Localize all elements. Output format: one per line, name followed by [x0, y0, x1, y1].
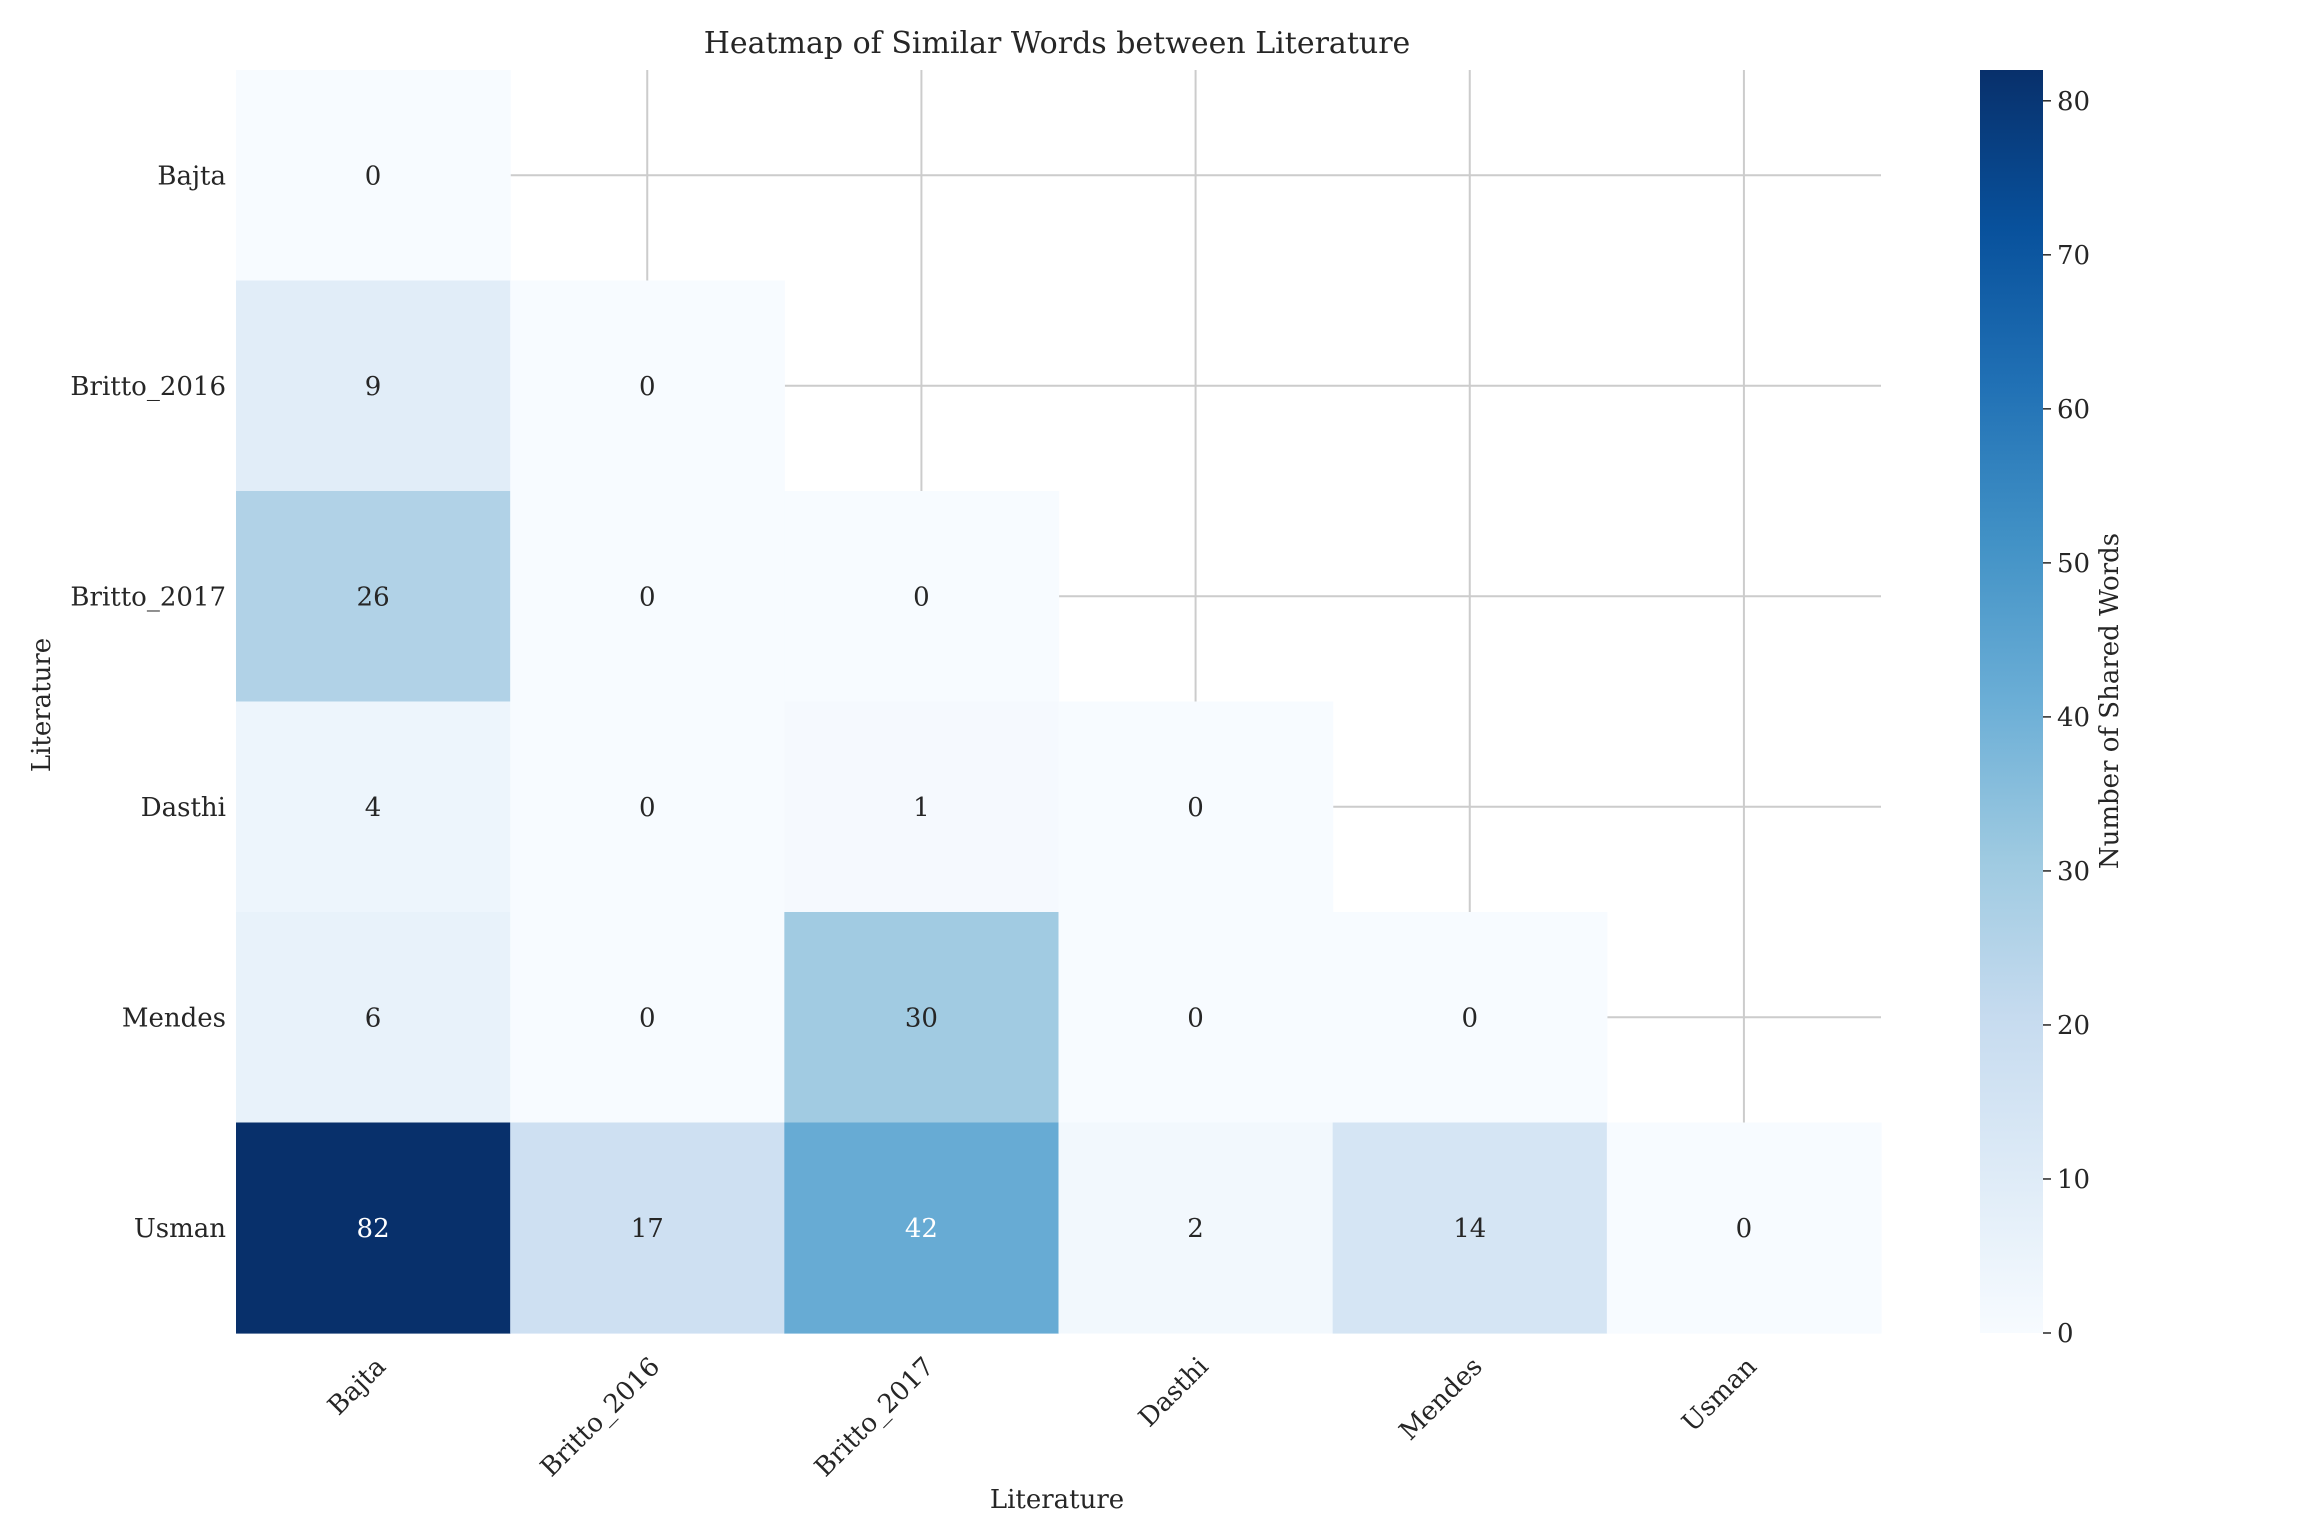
colorbar-tick-label: 30 [2057, 857, 2090, 887]
heatmap-cell [1332, 1122, 1608, 1334]
cell-value-label: 0 [1461, 1003, 1478, 1033]
heatmap-cell [1058, 912, 1334, 1124]
y-tick-label: Usman [134, 1214, 226, 1244]
colorbar-tick-label: 80 [2057, 87, 2090, 117]
colorbar-tick-label: 40 [2057, 703, 2090, 733]
cell-value-label: 0 [1736, 1214, 1753, 1244]
cell-value-label: 4 [365, 793, 382, 823]
heatmap-cell [784, 491, 1060, 703]
cell-value-label: 0 [639, 793, 656, 823]
colorbar-tick-label: 10 [2057, 1165, 2090, 1195]
cell-value-label: 17 [631, 1214, 664, 1244]
colorbar-tick-label: 60 [2057, 395, 2090, 425]
heatmap-cell [510, 1122, 785, 1334]
cell-value-label: 30 [905, 1003, 938, 1033]
x-tick-label: Britto_2017 [809, 1352, 940, 1483]
cell-value-label: 0 [365, 161, 382, 191]
colorbar [1980, 70, 2043, 1333]
heatmap-cell [510, 701, 785, 913]
colorbar-ticks: 0 10 20 30 40 50 60 70 80 [2043, 87, 2090, 1349]
cell-value-label: 0 [913, 582, 930, 612]
cell-value-label: 82 [357, 1214, 390, 1244]
cell-labels: 09 026 0 04 0 1 06 0 30 0 082 17 42 2 14 0 [357, 161, 1753, 1244]
heatmap-cell [236, 1122, 511, 1334]
x-tick-label: Britto_2016 [535, 1352, 666, 1483]
cell-value-label: 0 [1187, 1003, 1204, 1033]
heatmap-cell [510, 912, 785, 1124]
x-tick-label: Mendes [1394, 1352, 1489, 1447]
colorbar-tick-label: 0 [2057, 1319, 2074, 1349]
y-tick-label: Mendes [122, 1003, 226, 1033]
colorbar-tick-label: 50 [2057, 549, 2090, 579]
y-tick-label: Dasthi [141, 793, 226, 823]
x-axis-label: Literature [990, 1485, 1124, 1515]
heatmap-cell [1058, 701, 1334, 913]
cell-value-label: 0 [639, 582, 656, 612]
y-tick-label: Britto_2016 [70, 372, 226, 402]
chart-title: Heatmap of Similar Words between Literat… [704, 26, 1411, 61]
cell-value-label: 26 [357, 582, 390, 612]
x-tick-label: Usman [1676, 1352, 1763, 1439]
colorbar-tick-label: 70 [2057, 241, 2090, 271]
cell-value-label: 42 [905, 1214, 938, 1244]
cell-value-label: 0 [639, 372, 656, 402]
y-tick-label: Britto_2017 [70, 582, 226, 612]
cell-value-label: 1 [913, 793, 930, 823]
x-tick-label: Dasthi [1133, 1352, 1214, 1433]
x-tick-label: Bajta [322, 1352, 392, 1422]
heatmap-cell [1058, 1122, 1334, 1334]
cell-value-label: 2 [1187, 1214, 1204, 1244]
heatmap-cell [236, 912, 511, 1124]
heatmap-cell [236, 701, 511, 913]
x-tick-labels: Bajta Britto_2016 Britto_2017 Dasthi Mendes U… [322, 1352, 1763, 1483]
heatmap-cell [784, 701, 1060, 913]
heatmap-cell [784, 1122, 1060, 1334]
heatmap-cell [1332, 912, 1608, 1124]
colorbar-label: Number of Shared Words [2095, 533, 2125, 869]
heatmap-cell [236, 70, 511, 282]
heatmap-cell [510, 280, 785, 492]
y-tick-label: Bajta [157, 161, 226, 191]
heatmap-cell [236, 491, 511, 703]
heatmap-cell [1606, 1122, 1882, 1334]
cell-value-label: 9 [365, 372, 382, 402]
heatmap-cells [236, 70, 1882, 1334]
cell-value-label: 0 [1187, 793, 1204, 823]
cell-value-label: 6 [365, 1003, 382, 1033]
cell-value-label: 14 [1453, 1214, 1486, 1244]
y-axis-label: Literature [27, 638, 57, 772]
y-tick-labels: Bajta Britto_2016 Britto_2017 Dasthi Mendes U… [70, 161, 226, 1244]
colorbar-tick-label: 20 [2057, 1011, 2090, 1041]
heatmap-cell [784, 912, 1060, 1124]
heatmap-cell [510, 491, 785, 703]
heatmap-cell [236, 280, 511, 492]
cell-value-label: 0 [639, 1003, 656, 1033]
